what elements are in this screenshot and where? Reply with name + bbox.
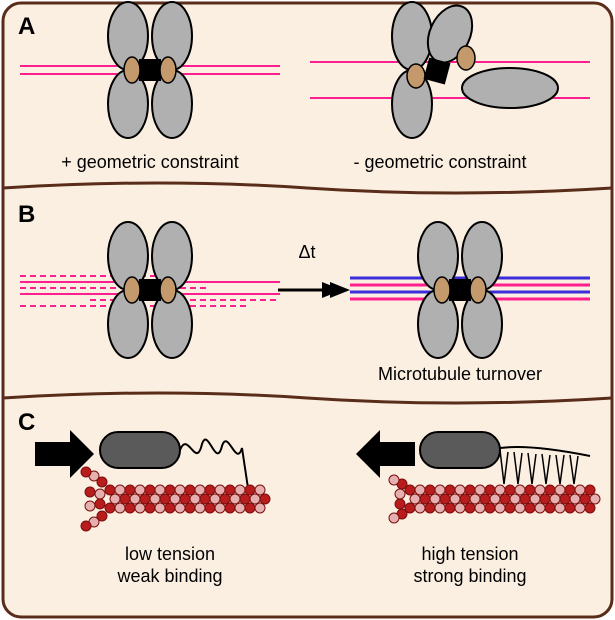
figure-svg: A + geometric constraint - geometric con…	[0, 0, 615, 620]
kinetochore	[160, 57, 176, 83]
panel-c-high-caption-2: strong binding	[413, 566, 526, 586]
figure: A + geometric constraint - geometric con…	[0, 0, 615, 620]
panel-a-left-caption: + geometric constraint	[61, 152, 239, 172]
protein-body	[420, 432, 500, 468]
kinetochore	[407, 64, 425, 88]
protein-body	[100, 432, 180, 468]
delta-t-label: Δt	[298, 242, 315, 262]
panel-c-low-caption-1: low tension	[125, 544, 215, 564]
panel-a-right-caption: - geometric constraint	[353, 152, 526, 172]
panel-a-label: A	[18, 13, 35, 40]
kinetochore	[124, 57, 140, 83]
panel-b-label: B	[18, 201, 35, 228]
centromere	[139, 59, 161, 81]
panel-c-label: C	[18, 409, 35, 436]
kinetochore	[457, 46, 475, 70]
panel-c-low-caption-2: weak binding	[116, 566, 222, 586]
panel-c-high-caption-1: high tension	[421, 544, 518, 564]
panel-b-turnover-caption: Microtubule turnover	[378, 364, 542, 384]
